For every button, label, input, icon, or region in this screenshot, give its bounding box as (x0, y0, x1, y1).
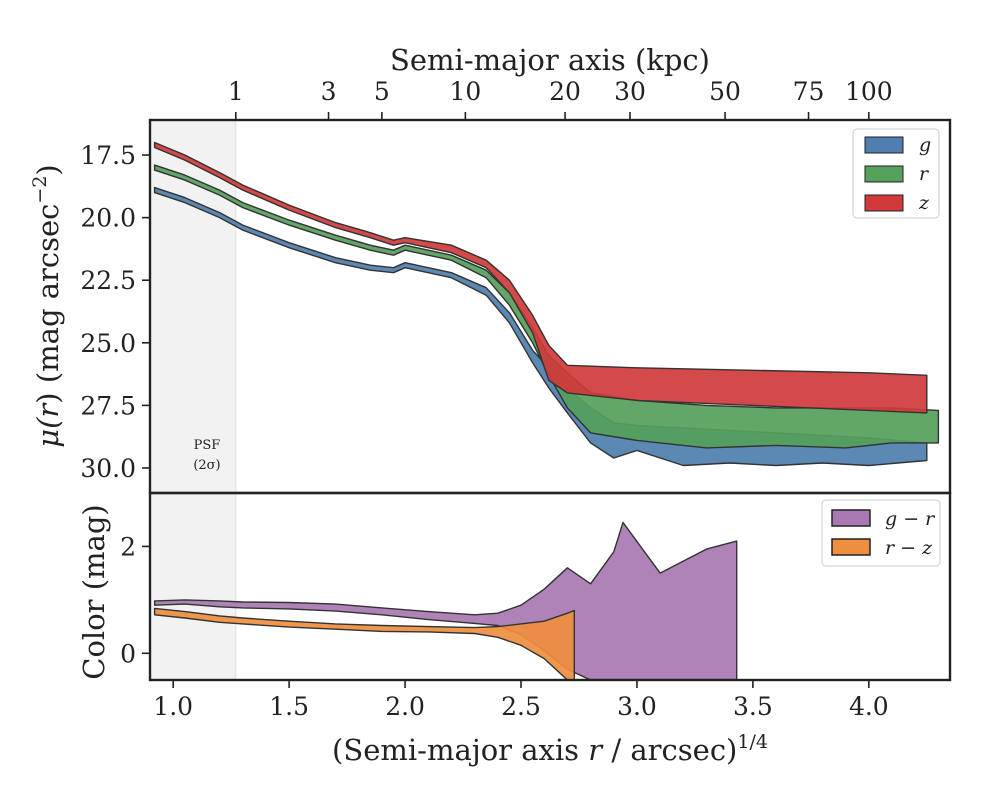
psf-label-line2: (2σ) (193, 458, 220, 473)
ytick-label-bottom-0: 0 (120, 639, 136, 668)
y-axis-label-bottom: Color (mag) (77, 504, 111, 679)
sb-band-1 (153, 164, 940, 449)
top-xtick-label-0: 1 (228, 77, 244, 106)
y-label-mu: μ( (31, 417, 65, 448)
top-xtick-label-2: 5 (374, 77, 390, 106)
top-xtick-label-7: 75 (793, 77, 825, 106)
legend-rz-op: − (894, 537, 922, 559)
xtick-label-2: 2.0 (385, 692, 425, 721)
legend-label-rz: r − z (885, 537, 933, 559)
legend-gr-var2: r (925, 508, 936, 530)
legend-swatch-z (864, 194, 904, 212)
top-xtick-label-4: 20 (549, 77, 581, 106)
top-axis-label: Semi-major axis (kpc) (390, 43, 710, 77)
legend-swatch-rz (831, 538, 871, 556)
top-xtick-label-5: 30 (614, 77, 646, 106)
ytick-label-top-5: 30.0 (80, 454, 136, 483)
y-label-exp: −2 (29, 176, 51, 204)
ytick-label-bottom-1: 2 (120, 532, 136, 561)
color-series (153, 521, 738, 679)
legend-rz-var2: z (921, 537, 933, 559)
legend-top: g r z (852, 128, 940, 219)
y-label-var: r (31, 402, 65, 418)
sb-band-2 (153, 141, 928, 414)
y-label-unit: (mag arcsec (31, 204, 65, 393)
bottom-panel-frame (148, 491, 952, 682)
xtick-label-1: 1.5 (269, 692, 309, 721)
legend-label-r: r (919, 163, 930, 185)
color-band-0 (153, 521, 738, 679)
y-label-close: ) (31, 392, 65, 403)
x-axis-label: (Semi-major axis r / arcsec)1/4 (332, 731, 768, 767)
axis-ticks: 17.5 20.0 22.5 25.0 27.5 30.0 0 2 1.0 1.5 2.0 2.5 3.… (80, 77, 892, 721)
top-xtick-label-3: 10 (449, 77, 481, 106)
legend-swatch-gr (831, 509, 871, 527)
x-axis-label-exp: 1/4 (737, 731, 768, 753)
ytick-label-top-3: 25.0 (80, 329, 136, 358)
x-axis-label-rest: / arcsec) (602, 733, 737, 767)
legend-bottom: g − r r − z (821, 499, 941, 567)
top-xtick-label-6: 50 (709, 77, 741, 106)
color-band-1 (153, 607, 575, 679)
legend-swatch-g (864, 136, 904, 154)
xtick-label-0: 1.0 (153, 692, 193, 721)
xtick-label-4: 3.0 (617, 692, 657, 721)
xtick-label-5: 3.5 (733, 692, 773, 721)
legend-rz-var1: r (885, 537, 896, 559)
ytick-label-top-2: 22.5 (80, 266, 136, 295)
legend-label-g: g (919, 134, 931, 156)
x-axis-label-main: (Semi-major axis (332, 733, 588, 767)
x-axis-label-var: r (588, 733, 604, 767)
y-label-end: ) (31, 164, 65, 175)
legend-swatch-r (864, 165, 904, 183)
legend-label-z: z (918, 192, 930, 214)
ytick-label-top-0: 17.5 (80, 141, 136, 170)
legend-gr-op: − (897, 508, 925, 530)
top-xtick-label-8: 100 (845, 77, 893, 106)
xtick-label-6: 4.0 (849, 692, 889, 721)
psf-label-line1: PSF (194, 438, 221, 453)
ytick-label-top-4: 27.5 (80, 391, 136, 420)
ytick-label-top-1: 20.0 (80, 204, 136, 233)
y-axis-label-top: μ(r) (mag arcsec−2) (29, 164, 65, 448)
legend-label-gr: g − r (885, 508, 936, 530)
xtick-label-3: 2.5 (501, 692, 541, 721)
top-xtick-label-1: 3 (321, 77, 337, 106)
legend-gr-var1: g (885, 508, 897, 530)
surface-brightness-series (153, 141, 940, 467)
